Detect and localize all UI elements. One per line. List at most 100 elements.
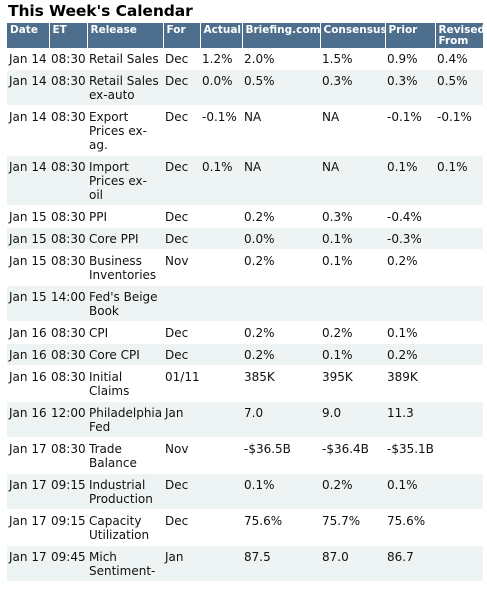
table-row: Jan 14 08:30 Export Prices ex-ag. Dec -0.1% N…	[7, 105, 483, 156]
for-cell: 01/11	[163, 365, 200, 402]
consensus-cell: 0.3%	[320, 69, 385, 106]
release-cell: Import Prices ex-oil	[87, 155, 163, 206]
revised-from-cell: 0.5%	[435, 69, 483, 106]
release-cell: Industrial Production	[87, 473, 163, 510]
revised-from-cell: 0.1%	[435, 155, 483, 206]
table-header-row: Date ET Release For Actual Briefing.com …	[7, 23, 485, 48]
et-cell: 09:15	[49, 473, 87, 510]
date-cell: Jan 14	[7, 105, 49, 156]
consensus-cell: 75.7%	[320, 509, 385, 546]
table-row: Jan 15 08:30 Business Inventories Nov 0.2% 0.…	[7, 249, 483, 286]
consensus-cell: 87.0	[320, 545, 385, 582]
for-cell: Jan	[163, 545, 200, 582]
et-cell: 08:30	[49, 437, 87, 474]
briefing-cell	[242, 285, 320, 322]
prior-cell: -0.1%	[385, 105, 435, 156]
for-cell: Dec	[163, 105, 200, 156]
table-row: Jan 16 08:30 Core CPI Dec 0.2% 0.1% 0.2%	[7, 343, 483, 366]
consensus-cell: 395K	[320, 365, 385, 402]
column-header-consensus[interactable]: Consensus	[320, 23, 387, 48]
briefing-cell: 7.0	[242, 401, 320, 438]
prior-cell: 0.1%	[385, 473, 435, 510]
et-cell: 08:30	[49, 105, 87, 156]
briefing-cell: 0.1%	[242, 473, 320, 510]
column-header-date[interactable]: Date	[7, 23, 50, 48]
actual-cell	[200, 401, 242, 438]
et-cell: 09:45	[49, 545, 87, 582]
briefing-cell: 75.6%	[242, 509, 320, 546]
et-cell: 08:30	[49, 365, 87, 402]
consensus-cell: 0.2%	[320, 321, 385, 344]
date-cell: Jan 14	[7, 155, 49, 206]
revised-from-cell	[435, 249, 483, 286]
date-cell: Jan 16	[7, 343, 49, 366]
date-cell: Jan 17	[7, 437, 49, 474]
column-header-prior[interactable]: Prior	[385, 23, 436, 48]
revised-from-cell	[435, 401, 483, 438]
actual-cell	[200, 343, 242, 366]
et-cell: 08:30	[49, 321, 87, 344]
revised-from-cell	[435, 365, 483, 402]
date-cell: Jan 16	[7, 365, 49, 402]
briefing-cell: 0.2%	[242, 249, 320, 286]
column-header-revised-from[interactable]: Revised From	[435, 23, 485, 48]
revised-from-cell	[435, 343, 483, 366]
table-row: Jan 15 08:30 PPI Dec 0.2% 0.3% -0.4%	[7, 205, 483, 228]
prior-cell: -0.4%	[385, 205, 435, 228]
release-cell: Trade Balance	[87, 437, 163, 474]
release-cell: Philadelphia Fed	[87, 401, 163, 438]
revised-from-cell: -0.1%	[435, 105, 483, 156]
date-cell: Jan 16	[7, 401, 49, 438]
briefing-cell: 87.5	[242, 545, 320, 582]
consensus-cell: 1.5%	[320, 48, 385, 70]
actual-cell: 0.0%	[200, 69, 242, 106]
release-cell: Mich Sentiment-	[87, 545, 163, 582]
et-cell: 08:30	[49, 69, 87, 106]
for-cell: Dec	[163, 48, 200, 70]
et-cell: 08:30	[49, 205, 87, 228]
actual-cell: 1.2%	[200, 48, 242, 70]
release-cell: Retail Sales ex-auto	[87, 69, 163, 106]
consensus-cell: -$36.4B	[320, 437, 385, 474]
briefing-cell: NA	[242, 155, 320, 206]
et-cell: 08:30	[49, 343, 87, 366]
prior-cell: 86.7	[385, 545, 435, 582]
et-cell: 12:00	[49, 401, 87, 438]
for-cell: Nov	[163, 249, 200, 286]
column-header-briefing[interactable]: Briefing.com	[242, 23, 321, 48]
prior-cell	[385, 285, 435, 322]
release-cell: Export Prices ex-ag.	[87, 105, 163, 156]
actual-cell	[200, 249, 242, 286]
prior-cell: 0.2%	[385, 249, 435, 286]
column-header-actual[interactable]: Actual	[200, 23, 243, 48]
briefing-cell: 385K	[242, 365, 320, 402]
prior-cell: -$35.1B	[385, 437, 435, 474]
column-header-et[interactable]: ET	[49, 23, 88, 48]
date-cell: Jan 15	[7, 285, 49, 322]
prior-cell: 0.1%	[385, 321, 435, 344]
column-header-release[interactable]: Release	[87, 23, 164, 48]
consensus-cell: 9.0	[320, 401, 385, 438]
revised-from-cell	[435, 473, 483, 510]
prior-cell: 11.3	[385, 401, 435, 438]
et-cell: 08:30	[49, 155, 87, 206]
date-cell: Jan 17	[7, 509, 49, 546]
for-cell: Dec	[163, 69, 200, 106]
release-cell: CPI	[87, 321, 163, 344]
date-cell: Jan 14	[7, 48, 49, 70]
table-row: Jan 16 08:30 CPI Dec 0.2% 0.2% 0.1%	[7, 321, 483, 344]
briefing-cell: NA	[242, 105, 320, 156]
briefing-cell: 0.2%	[242, 321, 320, 344]
column-header-for[interactable]: For	[163, 23, 201, 48]
consensus-cell: 0.1%	[320, 343, 385, 366]
briefing-cell: 0.2%	[242, 205, 320, 228]
calendar-table: Date ET Release For Actual Briefing.com …	[7, 23, 485, 582]
consensus-cell	[320, 285, 385, 322]
et-cell: 08:30	[49, 48, 87, 70]
actual-cell	[200, 437, 242, 474]
release-cell: Retail Sales	[87, 48, 163, 70]
revised-from-cell	[435, 285, 483, 322]
et-cell: 08:30	[49, 227, 87, 250]
actual-cell	[200, 227, 242, 250]
prior-cell: -0.3%	[385, 227, 435, 250]
